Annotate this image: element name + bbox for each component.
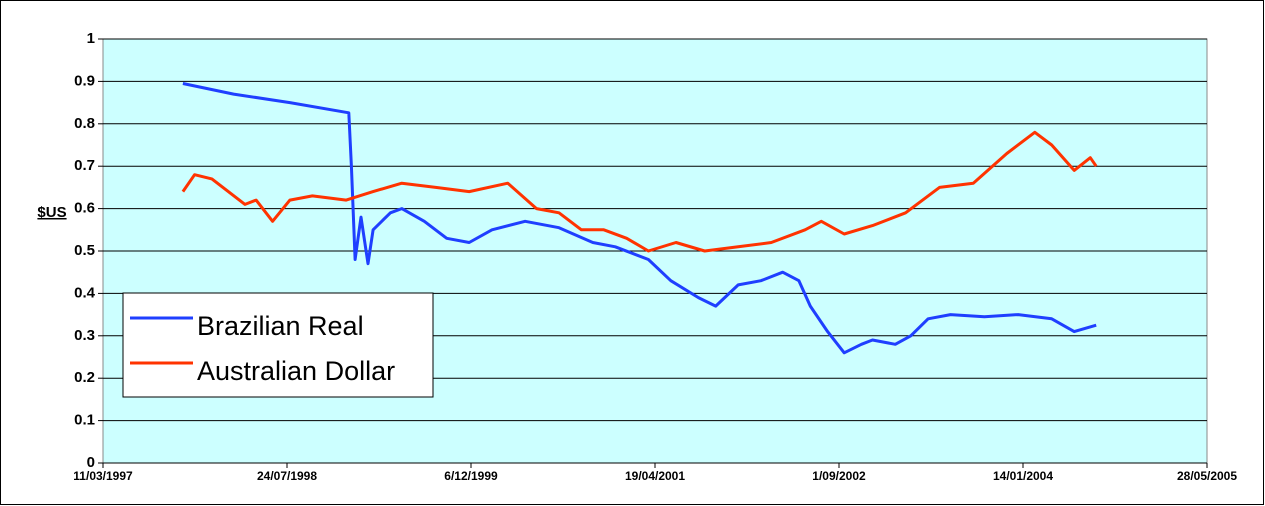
legend: Brazilian Real Australian Dollar — [122, 292, 434, 398]
x-tick-label: 6/12/1999 — [444, 469, 498, 483]
y-tick-label: 0.1 — [74, 412, 95, 429]
y-tick-label: 0.8 — [74, 115, 95, 132]
x-tick-label: 24/07/1998 — [257, 469, 317, 483]
y-tick-label: 0.3 — [74, 327, 95, 344]
x-tick-label: 1/09/2002 — [812, 469, 866, 483]
y-tick-label: 0.4 — [74, 284, 96, 301]
y-tick-label: 0.9 — [74, 72, 95, 89]
legend-label: Australian Dollar — [197, 356, 395, 386]
legend-label: Brazilian Real — [197, 311, 364, 341]
y-tick-label: 0.2 — [74, 369, 95, 386]
y-tick-label: 1 — [87, 30, 95, 47]
x-tick-label: 28/05/2005 — [1177, 469, 1237, 483]
y-tick-label: 0 — [87, 454, 95, 471]
legend-box — [122, 292, 434, 398]
series-line — [182, 82, 1097, 355]
series-line — [181, 130, 1098, 253]
grid: 0 0.1 0.2 0.3 0.4 0.5 0.6 0.7 0.8 0.9 1 11/03/1997 2… — [73, 30, 1237, 483]
x-tick-label: 11/03/1997 — [73, 469, 133, 483]
x-tick-label: 19/04/2001 — [625, 469, 685, 483]
y-axis-label: $US — [37, 204, 66, 221]
x-tick-label: 14/01/2004 — [993, 469, 1053, 483]
lines — [181, 82, 1098, 355]
y-tick-label: 0.7 — [74, 157, 95, 174]
y-tick-label: 0.5 — [74, 242, 95, 259]
y-tick-label: 0.6 — [74, 200, 95, 217]
